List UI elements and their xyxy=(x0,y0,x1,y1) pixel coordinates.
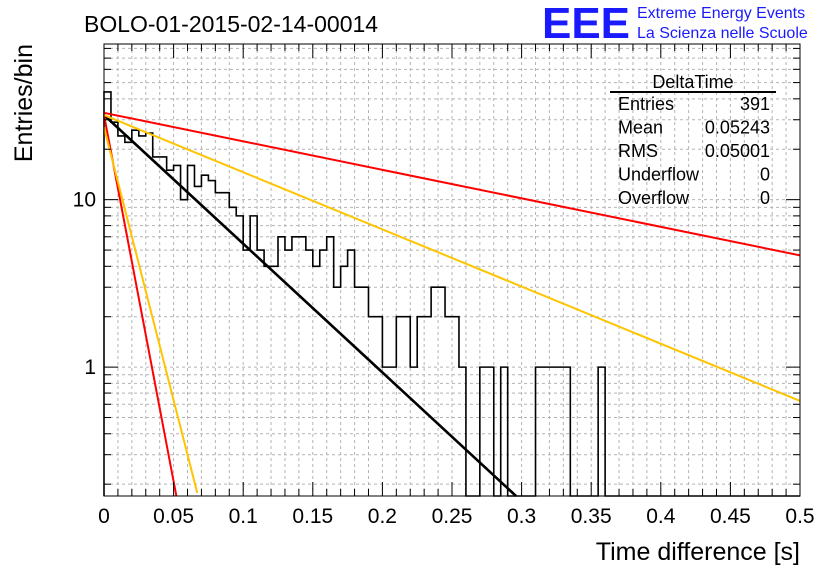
stats-row-label: Entries xyxy=(618,94,674,114)
fit-lines xyxy=(103,111,801,497)
y-tick-label: 1 xyxy=(84,356,96,379)
stats-row-value: 0 xyxy=(760,188,770,208)
y-axis-label: Entries/bin xyxy=(10,44,38,162)
plot-frame xyxy=(103,43,801,497)
logo-line2: La Scienza nelle Scuole xyxy=(637,25,808,42)
fit-line xyxy=(103,114,801,402)
tick-labels: 0 0.05 0.1 0.15 0.2 0.25 0.3 0.35 0.4 0.45 0.5 1 10 xyxy=(73,189,815,528)
stats-row-label: Mean xyxy=(618,118,663,138)
stats-rows: Entries 391 Mean 0.05243 RMS 0.05001Underflow… xyxy=(618,94,770,208)
fit-line xyxy=(103,111,801,257)
grid-lines xyxy=(104,44,800,496)
stats-box: DeltaTime Entries 391 Mean 0.05243 RMS 0.0500… xyxy=(610,72,776,208)
x-tick-label: 0.3 xyxy=(507,505,536,528)
x-tick-label: 0.15 xyxy=(292,505,333,528)
x-tick-label: 0.1 xyxy=(229,505,258,528)
stats-row-label: RMS xyxy=(618,141,658,161)
stats-row-label: Underflow xyxy=(618,165,700,185)
x-tick-label: 0.2 xyxy=(368,505,397,528)
stats-row-value: 0 xyxy=(760,165,770,185)
fit-line xyxy=(103,114,517,497)
stats-row-value: 0.05243 xyxy=(705,118,770,138)
stats-row-label: Overflow xyxy=(618,188,690,208)
eee-logo: EEE Extreme Energy Events La Scienza nel… xyxy=(542,0,808,48)
stats-row-value: 0.05001 xyxy=(705,141,770,161)
x-tick-label: 0.25 xyxy=(432,505,473,528)
stats-row-value: 391 xyxy=(740,94,770,114)
x-tick-label: 0.5 xyxy=(785,505,814,528)
chart-title: BOLO-01-2015-02-14-00014 xyxy=(84,11,378,37)
x-tick-label: 0 xyxy=(98,505,110,528)
stats-title: DeltaTime xyxy=(652,72,733,92)
logo-mark: EEE xyxy=(542,0,630,48)
x-tick-label: 0.05 xyxy=(153,505,194,528)
x-axis-label: Time difference [s] xyxy=(596,538,800,566)
logo-line1: Extreme Energy Events xyxy=(637,5,805,22)
fit-line xyxy=(103,127,199,494)
y-tick-label: 10 xyxy=(73,189,96,212)
x-tick-label: 0.35 xyxy=(571,505,612,528)
x-tick-label: 0.45 xyxy=(710,505,751,528)
x-tick-label: 0.4 xyxy=(646,505,676,528)
